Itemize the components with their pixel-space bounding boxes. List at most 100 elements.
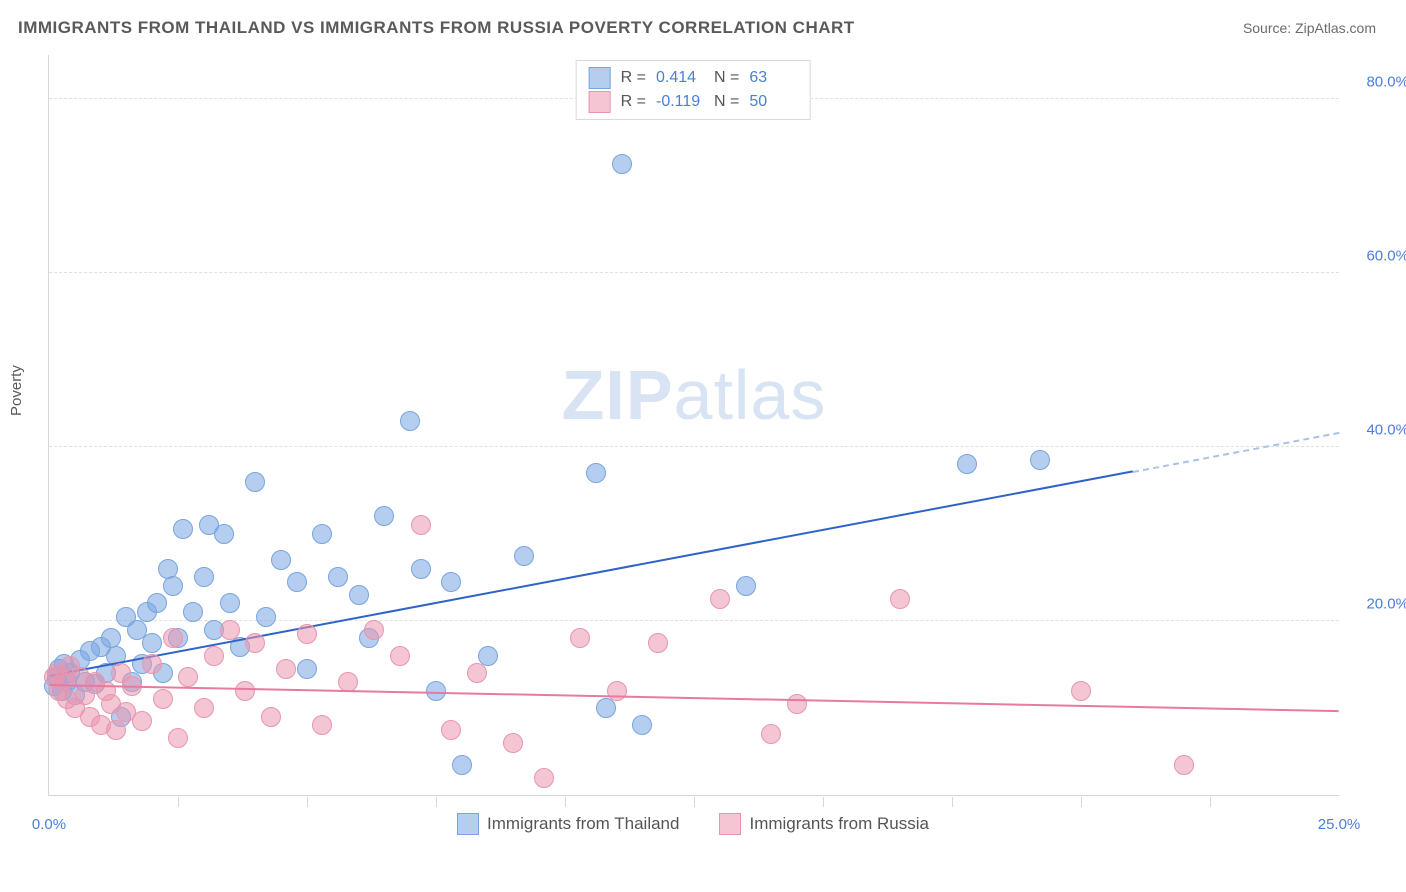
data-point: [132, 711, 152, 731]
data-point: [163, 576, 183, 596]
stat-row: R = 0.414 N = 63: [589, 67, 798, 89]
data-point: [261, 707, 281, 727]
data-point: [256, 607, 276, 627]
data-point: [287, 572, 307, 592]
chart-title: IMMIGRANTS FROM THAILAND VS IMMIGRANTS F…: [18, 18, 855, 38]
data-point: [534, 768, 554, 788]
watermark: ZIPatlas: [562, 355, 827, 435]
data-point: [349, 585, 369, 605]
data-point: [1174, 755, 1194, 775]
data-point: [787, 694, 807, 714]
legend-label: Immigrants from Russia: [749, 814, 928, 834]
data-point: [235, 681, 255, 701]
stat-r-value: 0.414: [656, 69, 704, 87]
x-tick: [823, 797, 824, 807]
stat-r-label: R =: [621, 93, 646, 111]
x-tick: [307, 797, 308, 807]
legend-item: Immigrants from Thailand: [457, 813, 679, 835]
data-point: [220, 593, 240, 613]
series-legend: Immigrants from Thailand Immigrants from …: [48, 813, 1338, 835]
data-point: [214, 524, 234, 544]
x-tick: [565, 797, 566, 807]
stat-n-label: N =: [714, 69, 739, 87]
data-point: [390, 646, 410, 666]
x-tick: [1081, 797, 1082, 807]
data-point: [194, 567, 214, 587]
data-point: [1071, 681, 1091, 701]
data-point: [736, 576, 756, 596]
data-point: [503, 733, 523, 753]
data-point: [441, 720, 461, 740]
stat-n-label: N =: [714, 93, 739, 111]
data-point: [452, 755, 472, 775]
legend-swatch: [589, 67, 611, 89]
stat-n-value: 63: [749, 69, 797, 87]
data-point: [106, 720, 126, 740]
data-point: [183, 602, 203, 622]
gridline: [49, 620, 1339, 621]
x-tick: [952, 797, 953, 807]
data-point: [153, 689, 173, 709]
data-point: [411, 515, 431, 535]
data-point: [596, 698, 616, 718]
data-point: [168, 728, 188, 748]
correlation-stats-box: R =0.414N =63R =-0.119N =50: [576, 60, 811, 120]
data-point: [586, 463, 606, 483]
legend-item: Immigrants from Russia: [719, 813, 928, 835]
data-point: [142, 654, 162, 674]
legend-swatch: [457, 813, 479, 835]
data-point: [710, 589, 730, 609]
data-point: [1030, 450, 1050, 470]
data-point: [338, 672, 358, 692]
source-link[interactable]: ZipAtlas.com: [1295, 20, 1376, 36]
stat-r-label: R =: [621, 69, 646, 87]
data-point: [297, 624, 317, 644]
data-point: [178, 667, 198, 687]
data-point: [271, 550, 291, 570]
source-prefix: Source:: [1243, 20, 1295, 36]
data-point: [426, 681, 446, 701]
y-axis-label: Poverty: [8, 365, 25, 416]
data-point: [147, 593, 167, 613]
data-point: [245, 633, 265, 653]
data-point: [467, 663, 487, 683]
data-point: [163, 628, 183, 648]
data-point: [632, 715, 652, 735]
data-point: [957, 454, 977, 474]
y-tick-label: 20.0%: [1349, 595, 1406, 612]
plot-region: ZIPatlas 20.0%40.0%60.0%80.0%0.0%25.0%: [48, 55, 1339, 796]
watermark-bold: ZIP: [562, 356, 674, 434]
data-point: [194, 698, 214, 718]
x-tick: [1210, 797, 1211, 807]
gridline: [49, 446, 1339, 447]
y-tick-label: 80.0%: [1349, 73, 1406, 90]
data-point: [411, 559, 431, 579]
trend-line: [1132, 432, 1339, 473]
x-tick: [436, 797, 437, 807]
data-point: [276, 659, 296, 679]
data-point: [441, 572, 461, 592]
data-point: [312, 715, 332, 735]
data-point: [570, 628, 590, 648]
data-point: [612, 154, 632, 174]
data-point: [204, 646, 224, 666]
data-point: [312, 524, 332, 544]
data-point: [297, 659, 317, 679]
data-point: [245, 472, 265, 492]
legend-label: Immigrants from Thailand: [487, 814, 679, 834]
gridline: [49, 272, 1339, 273]
y-tick-label: 40.0%: [1349, 421, 1406, 438]
y-tick-label: 60.0%: [1349, 247, 1406, 264]
source-credit: Source: ZipAtlas.com: [1243, 20, 1376, 36]
legend-swatch: [719, 813, 741, 835]
data-point: [220, 620, 240, 640]
legend-swatch: [589, 91, 611, 113]
data-point: [374, 506, 394, 526]
x-tick: [178, 797, 179, 807]
data-point: [364, 620, 384, 640]
data-point: [173, 519, 193, 539]
stat-row: R =-0.119N =50: [589, 91, 798, 113]
stat-n-value: 50: [749, 93, 797, 111]
watermark-rest: atlas: [674, 356, 827, 434]
data-point: [142, 633, 162, 653]
